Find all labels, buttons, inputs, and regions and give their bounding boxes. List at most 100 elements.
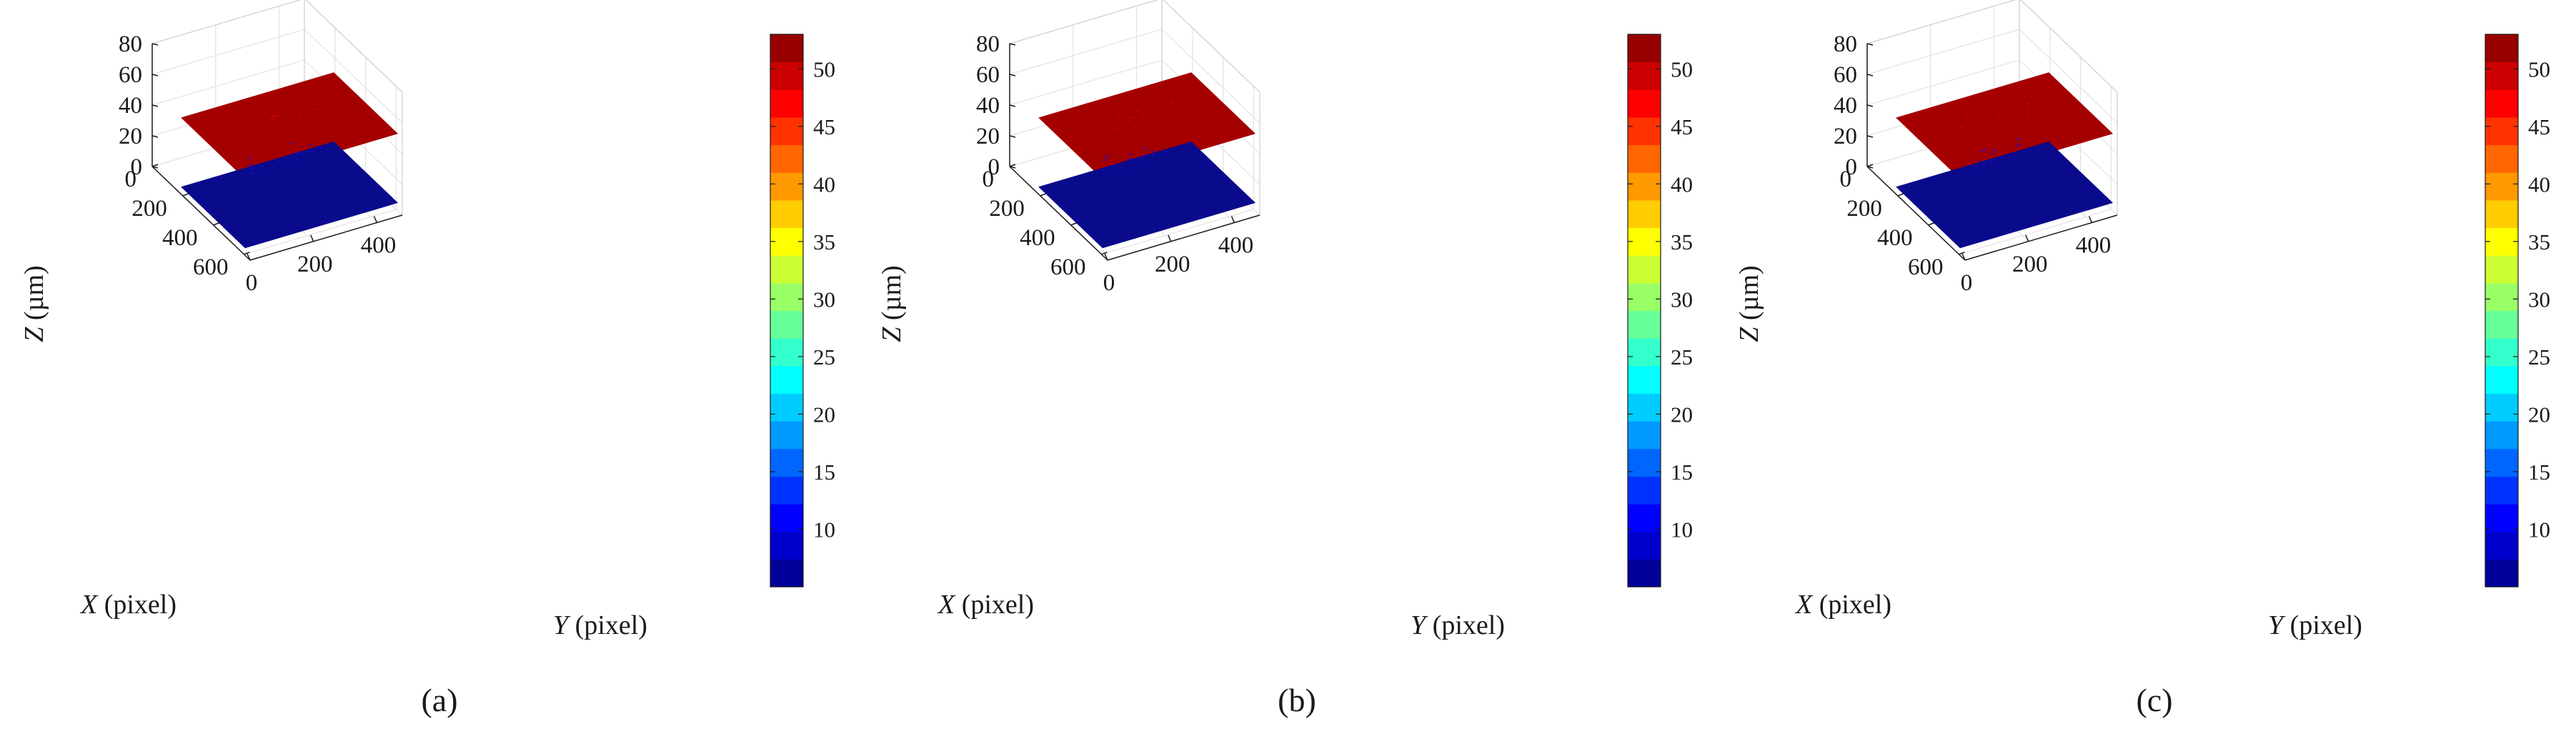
colorbar-segment xyxy=(770,365,803,395)
colorbar-segment xyxy=(770,282,803,312)
x-axis-label: X (pixel) xyxy=(1794,590,1891,620)
colorbar-segment xyxy=(770,476,803,505)
outlier-points xyxy=(249,96,322,174)
colorbar-tick-label: 30 xyxy=(813,287,835,312)
axes-lines xyxy=(1009,43,1260,261)
colorbar-segment xyxy=(1628,448,1661,477)
colorbar-tick-label: 45 xyxy=(1671,114,1693,139)
colorbar-segment xyxy=(770,172,803,201)
colorbar-segment xyxy=(2485,255,2518,284)
colorbar-segment xyxy=(770,199,803,229)
colorbar-tick-label: 15 xyxy=(813,460,835,485)
colorbar-segment xyxy=(770,310,803,339)
colorbar-segment xyxy=(2485,89,2518,118)
colorbar-segment xyxy=(770,116,803,146)
y-tick-label: 400 xyxy=(361,233,397,259)
colorbar-tick-label: 40 xyxy=(1671,172,1693,197)
colorbar-segment xyxy=(770,144,803,173)
panel-c: 0 20 40 60 80 0 200 400 600 0 200 400 Z (µm) X (pixel… xyxy=(1715,0,2576,730)
colorbar-segment xyxy=(770,34,803,63)
colorbar-tick-label: 25 xyxy=(2528,344,2550,370)
x-tick-label: 600 xyxy=(1908,254,1944,280)
z-tick-label: 80 xyxy=(119,31,142,57)
z-tick-label: 60 xyxy=(119,62,142,88)
colorbar-segment xyxy=(2485,476,2518,505)
colorbar-segment xyxy=(2485,365,2518,395)
z-tick-label: 40 xyxy=(119,93,142,119)
colorbar xyxy=(770,34,804,587)
colorbar-segment xyxy=(2485,34,2518,63)
colorbar-segment xyxy=(1628,559,1661,587)
x-tick-label: 400 xyxy=(1020,225,1055,251)
colorbar-segment xyxy=(2485,448,2518,477)
z-axis-label: Z (µm) xyxy=(19,265,49,342)
panel-label: (c) xyxy=(2136,682,2172,718)
colorbar-segment xyxy=(770,227,803,256)
colorbar xyxy=(1627,34,1661,587)
z-axis-label: Z (µm) xyxy=(877,265,907,342)
colorbar-segment xyxy=(2485,504,2518,532)
upper-surface xyxy=(181,72,399,179)
colorbar-segment xyxy=(1628,282,1661,312)
colorbar-segment xyxy=(1628,89,1661,118)
z-tick-label: 80 xyxy=(976,31,1000,57)
colorbar-tick-label: 25 xyxy=(1671,344,1693,370)
colorbar-segment xyxy=(2485,116,2518,146)
y-axis-label: Y (pixel) xyxy=(2268,610,2362,640)
z-tick-label: 80 xyxy=(1834,31,1857,57)
lower-surface xyxy=(1896,142,2114,249)
z-axis-label: Z (µm) xyxy=(1734,265,1764,342)
colorbar-tick-label: 20 xyxy=(2528,402,2550,427)
colorbar-segment xyxy=(2485,338,2518,367)
x-tick-label: 600 xyxy=(1050,254,1086,280)
x-tick-label: 0 xyxy=(983,167,995,192)
panel-b: 0 20 40 60 80 0 200 400 600 0 200 400 Z (µm) X (pixel… xyxy=(857,0,1715,730)
y-tick-label: 0 xyxy=(1961,270,1973,296)
colorbar-tick-label: 15 xyxy=(1671,460,1693,485)
colorbar-segment xyxy=(2485,282,2518,312)
y-tick-label: 400 xyxy=(1218,233,1254,259)
colorbar-segment xyxy=(2485,393,2518,422)
colorbar-segment xyxy=(1628,199,1661,229)
colorbar-segment xyxy=(1628,172,1661,201)
colorbar-segment xyxy=(1628,365,1661,395)
colorbar-segment xyxy=(770,421,803,450)
z-tick-label: 40 xyxy=(976,93,1000,119)
y-tick-label: 400 xyxy=(2076,233,2112,259)
chart-svg: 0 20 40 60 80 0 200 400 600 0 200 400 Z (µm) X (pixel… xyxy=(877,0,1693,718)
colorbar-segment xyxy=(2485,421,2518,450)
axes-lines xyxy=(1866,43,2118,261)
lower-surface xyxy=(1038,142,1256,249)
x-tick-label: 0 xyxy=(125,167,137,192)
panel-a: 0 20 40 60 80 0 200 400 600 0 200 400 Z (µm) X (pixel… xyxy=(0,0,857,730)
colorbar-segment xyxy=(770,338,803,367)
colorbar-tick-label: 35 xyxy=(2528,229,2550,254)
colorbar-segment xyxy=(770,559,803,587)
y-axis-label: Y (pixel) xyxy=(553,610,647,640)
colorbar-segment xyxy=(1628,227,1661,256)
y-tick-label: 200 xyxy=(2012,252,2048,277)
colorbar-tick-label: 40 xyxy=(2528,172,2550,197)
colorbar-segment xyxy=(1628,504,1661,532)
colorbar-segment xyxy=(1628,310,1661,339)
z-tick-label: 60 xyxy=(1834,62,1857,88)
x-axis-label: X (pixel) xyxy=(937,590,1034,620)
colorbar-tick-label: 20 xyxy=(1671,402,1693,427)
colorbar-segment xyxy=(770,504,803,532)
colorbar-segment xyxy=(2485,531,2518,560)
lower-surface xyxy=(181,142,399,249)
outlier-points xyxy=(1960,95,2033,170)
colorbar-segment xyxy=(1628,338,1661,367)
x-tick-label: 200 xyxy=(131,196,167,222)
y-tick-label: 0 xyxy=(246,270,258,296)
outlier-points xyxy=(1102,101,1175,172)
colorbar-segment xyxy=(770,255,803,284)
colorbar-segment xyxy=(1628,116,1661,146)
z-tick-label: 0 xyxy=(131,154,143,180)
axes-lines xyxy=(151,43,403,261)
colorbar xyxy=(2485,34,2519,587)
z-tick-label: 60 xyxy=(976,62,1000,88)
colorbar-segment xyxy=(1628,393,1661,422)
z-tick-label: 20 xyxy=(976,124,1000,149)
